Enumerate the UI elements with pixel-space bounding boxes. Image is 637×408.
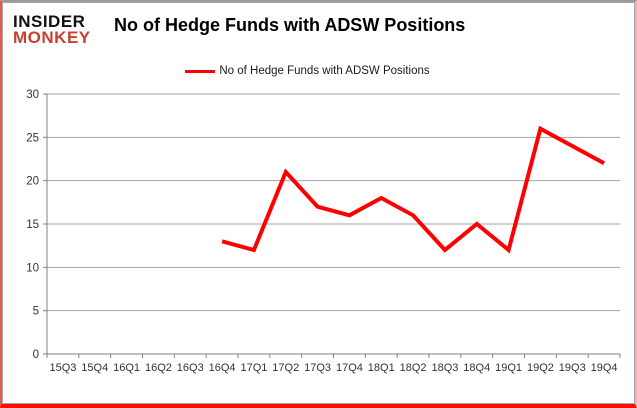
svg-text:5: 5	[33, 306, 39, 318]
svg-text:18Q2: 18Q2	[400, 362, 427, 374]
svg-text:15Q3: 15Q3	[49, 362, 76, 374]
svg-text:16Q4: 16Q4	[209, 362, 236, 374]
legend-line-swatch	[185, 69, 216, 73]
svg-text:25: 25	[26, 132, 39, 144]
legend-label: No of Hedge Funds with ADSW Positions	[219, 65, 430, 77]
logo-line1: INSIDER	[13, 12, 86, 31]
svg-text:16Q3: 16Q3	[177, 362, 204, 374]
svg-text:18Q3: 18Q3	[431, 362, 458, 374]
logo-line2: MONKEY	[13, 28, 91, 47]
svg-text:30: 30	[26, 89, 39, 101]
svg-text:15: 15	[26, 219, 39, 231]
svg-text:19Q4: 19Q4	[591, 362, 618, 374]
svg-text:18Q1: 18Q1	[368, 362, 395, 374]
insider-monkey-logo: INSIDER MONKEY	[13, 12, 91, 47]
svg-text:16Q2: 16Q2	[145, 362, 172, 374]
page-title: No of Hedge Funds with ADSW Positions	[114, 15, 466, 35]
svg-text:19Q2: 19Q2	[527, 362, 554, 374]
svg-text:18Q4: 18Q4	[463, 362, 490, 374]
svg-text:16Q1: 16Q1	[113, 362, 140, 374]
svg-text:19Q3: 19Q3	[559, 362, 586, 374]
svg-text:17Q1: 17Q1	[240, 362, 267, 374]
svg-text:17Q2: 17Q2	[272, 362, 299, 374]
chart-legend: No of Hedge Funds with ADSW Positions	[2, 65, 635, 77]
svg-text:15Q4: 15Q4	[81, 362, 108, 374]
svg-text:0: 0	[33, 349, 39, 361]
svg-text:17Q4: 17Q4	[336, 362, 363, 374]
svg-text:10: 10	[26, 262, 39, 274]
svg-text:20: 20	[26, 176, 39, 188]
svg-text:19Q1: 19Q1	[495, 362, 522, 374]
svg-text:17Q3: 17Q3	[304, 362, 331, 374]
